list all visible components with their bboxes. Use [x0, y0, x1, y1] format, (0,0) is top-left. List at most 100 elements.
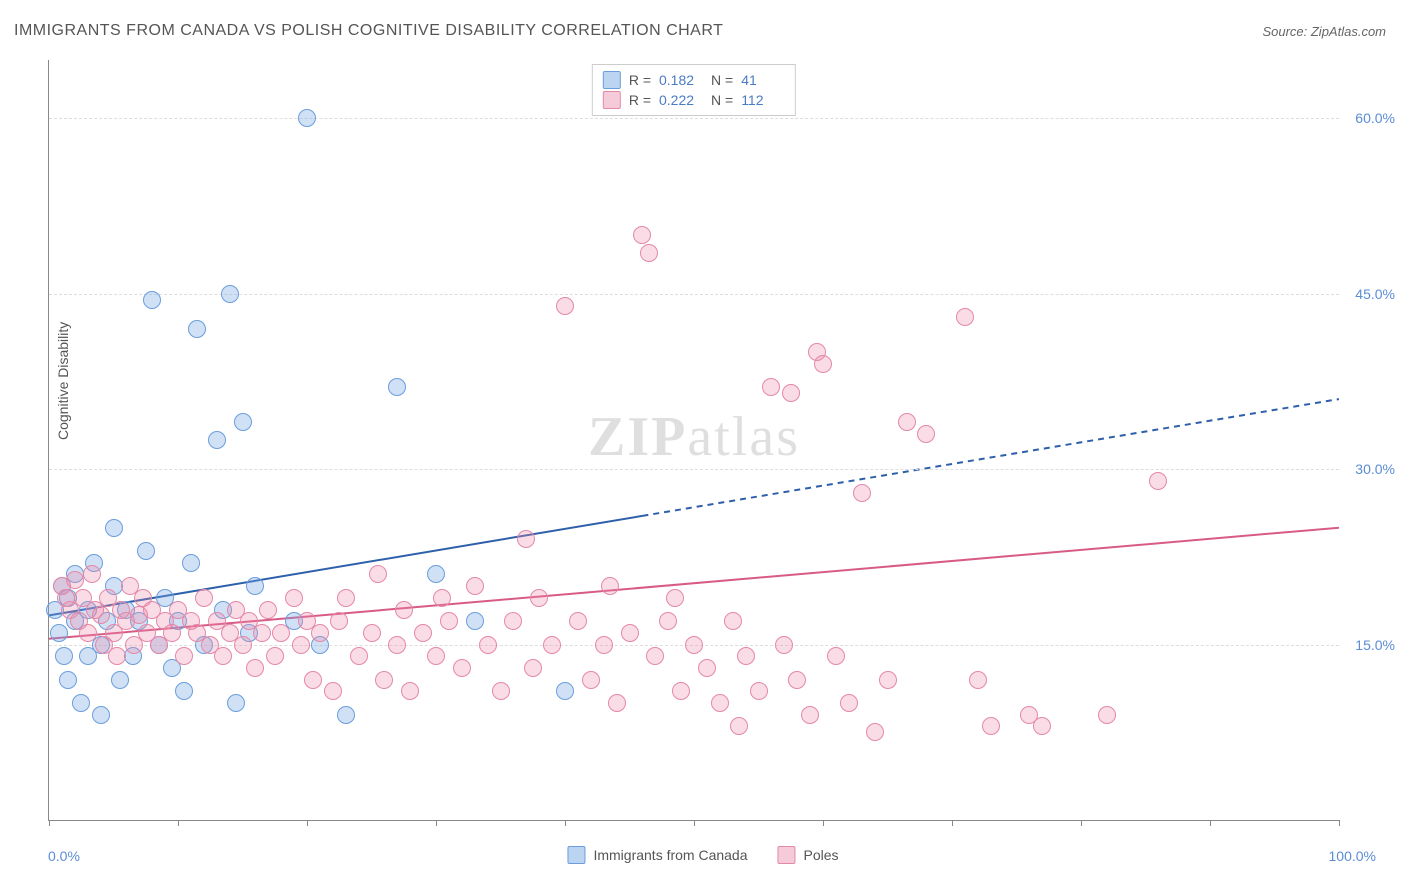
- data-point: [66, 612, 84, 630]
- y-axis-label: Cognitive Disability: [55, 322, 71, 440]
- data-point: [70, 612, 88, 630]
- gridline: [49, 294, 1339, 295]
- data-point: [640, 244, 658, 262]
- data-point: [240, 624, 258, 642]
- data-point: [66, 565, 84, 583]
- legend-stat-row: R =0.222N =112: [603, 90, 785, 110]
- data-point: [208, 612, 226, 630]
- data-point: [608, 694, 626, 712]
- data-point: [601, 577, 619, 595]
- data-point: [621, 624, 639, 642]
- data-point: [363, 624, 381, 642]
- data-point: [227, 601, 245, 619]
- data-point: [582, 671, 600, 689]
- data-point: [492, 682, 510, 700]
- r-value: 0.182: [659, 70, 703, 90]
- x-tick: [49, 820, 50, 826]
- data-point: [143, 291, 161, 309]
- data-point: [1033, 717, 1051, 735]
- data-point: [330, 612, 348, 630]
- data-point: [298, 612, 316, 630]
- data-point: [672, 682, 690, 700]
- data-point: [556, 682, 574, 700]
- data-point: [175, 647, 193, 665]
- data-point: [53, 577, 71, 595]
- data-point: [750, 682, 768, 700]
- data-point: [182, 612, 200, 630]
- data-point: [85, 554, 103, 572]
- data-point: [401, 682, 419, 700]
- data-point: [917, 425, 935, 443]
- data-point: [99, 589, 117, 607]
- data-point: [95, 636, 113, 654]
- data-point: [221, 624, 239, 642]
- data-point: [504, 612, 522, 630]
- legend-swatch: [603, 71, 621, 89]
- data-point: [169, 601, 187, 619]
- data-point: [730, 717, 748, 735]
- data-point: [208, 431, 226, 449]
- data-point: [762, 378, 780, 396]
- legend-item: Immigrants from Canada: [567, 846, 747, 864]
- series-legend: Immigrants from Canada Poles: [567, 846, 838, 864]
- y-tick-label: 60.0%: [1345, 110, 1395, 126]
- y-tick-label: 45.0%: [1345, 286, 1395, 302]
- data-point: [350, 647, 368, 665]
- data-point: [59, 589, 77, 607]
- data-point: [175, 682, 193, 700]
- data-point: [801, 706, 819, 724]
- watermark: ZIPatlas: [588, 405, 800, 469]
- data-point: [324, 682, 342, 700]
- x-tick: [178, 820, 179, 826]
- data-point: [143, 601, 161, 619]
- data-point: [782, 384, 800, 402]
- data-point: [79, 624, 97, 642]
- data-point: [201, 636, 219, 654]
- data-point: [234, 636, 252, 654]
- r-label: R =: [629, 90, 651, 110]
- x-tick: [823, 820, 824, 826]
- data-point: [1020, 706, 1038, 724]
- x-tick: [1210, 820, 1211, 826]
- data-point: [108, 647, 126, 665]
- data-point: [61, 601, 79, 619]
- data-point: [98, 612, 116, 630]
- legend-label: Poles: [804, 847, 839, 863]
- x-tick: [952, 820, 953, 826]
- y-tick-label: 15.0%: [1345, 637, 1395, 653]
- data-point: [433, 589, 451, 607]
- n-value: 41: [741, 70, 785, 90]
- x-max-label: 100.0%: [1329, 848, 1376, 864]
- data-point: [375, 671, 393, 689]
- data-point: [285, 589, 303, 607]
- gridline: [49, 118, 1339, 119]
- data-point: [134, 589, 152, 607]
- data-point: [898, 413, 916, 431]
- data-point: [266, 647, 284, 665]
- data-point: [121, 577, 139, 595]
- data-point: [92, 706, 110, 724]
- data-point: [369, 565, 387, 583]
- data-point: [117, 612, 135, 630]
- data-point: [556, 297, 574, 315]
- data-point: [298, 109, 316, 127]
- data-point: [150, 636, 168, 654]
- data-point: [53, 577, 71, 595]
- stats-legend: R =0.182N =41R =0.222N =112: [592, 64, 796, 116]
- data-point: [79, 601, 97, 619]
- r-value: 0.222: [659, 90, 703, 110]
- gridline: [49, 469, 1339, 470]
- data-point: [125, 636, 143, 654]
- legend-swatch: [603, 91, 621, 109]
- data-point: [737, 647, 755, 665]
- data-point: [117, 601, 135, 619]
- legend-swatch: [778, 846, 796, 864]
- data-point: [453, 659, 471, 677]
- data-point: [83, 565, 101, 583]
- legend-stat-row: R =0.182N =41: [603, 70, 785, 90]
- data-point: [388, 378, 406, 396]
- data-point: [982, 717, 1000, 735]
- data-point: [427, 565, 445, 583]
- data-point: [66, 571, 84, 589]
- data-point: [112, 601, 130, 619]
